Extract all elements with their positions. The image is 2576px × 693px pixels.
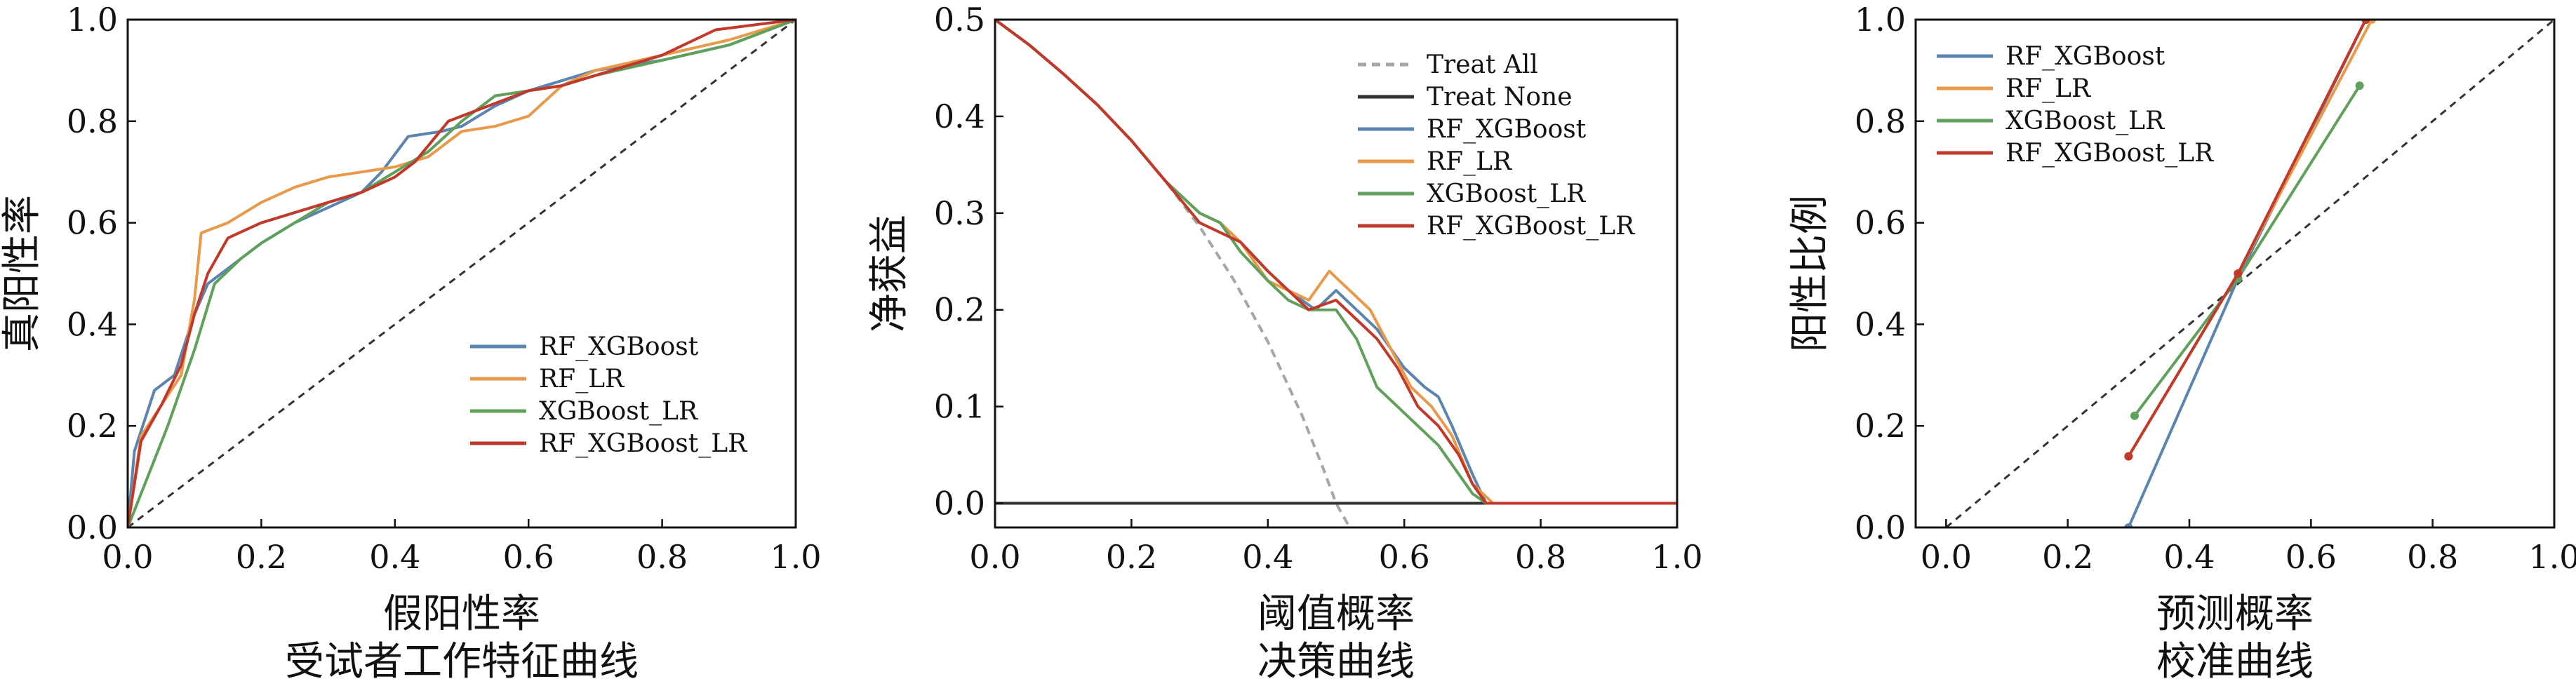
axes-frame	[1914, 18, 2556, 529]
legend-label: RF_LR	[539, 365, 625, 393]
y-tick-label: 0.2	[1855, 407, 1906, 445]
legend-label: Treat None	[1427, 83, 1573, 112]
x-tick-label: 0.2	[236, 538, 287, 576]
chart-caption: 受试者工作特征曲线	[285, 639, 639, 685]
calibration-chart: 0.0 0.2 0.4 0.6 0.8 1.0 0.0 0.2 0.4 0.6 0.8 1.0 预测概率…	[1787, 1, 2576, 685]
y-tick-label: 0.0	[1855, 509, 1906, 546]
x-tick-label: 0.6	[503, 538, 554, 576]
x-tick-label: 0.2	[1106, 538, 1157, 576]
y-tick-label: 0.2	[934, 291, 985, 329]
x-tick-label: 0.8	[636, 538, 688, 576]
x-tick-label: 0.8	[2407, 538, 2458, 576]
x-tick-label: 0.4	[2163, 538, 2215, 576]
x-tick-label: 0.6	[2285, 538, 2337, 576]
y-tick-label: 1.0	[67, 1, 118, 39]
legend-label: RF_LR	[2006, 74, 2091, 103]
y-tick-label: 0.2	[67, 407, 118, 445]
series-line-xgboost-lr	[2133, 85, 2361, 417]
x-tick-label: 0.8	[1515, 538, 1566, 576]
y-tick-label: 0.4	[934, 97, 985, 135]
y-tick-label: 0.3	[934, 194, 985, 232]
chart-caption: 校准曲线	[2156, 639, 2314, 685]
plot-area	[995, 20, 1677, 527]
chart-caption: 决策曲线	[1257, 639, 1415, 685]
y-tick-label: 0.8	[67, 102, 118, 140]
y-tick-label: 0.6	[67, 204, 118, 242]
x-tick-label: 0.0	[102, 538, 153, 576]
data-point	[2124, 452, 2133, 461]
plot-area	[1945, 20, 2554, 527]
plot-area	[128, 20, 796, 527]
legend-label: RF_XGBoost_LR	[539, 429, 747, 458]
x-tick-label: 1.0	[2528, 538, 2576, 576]
legend-label: RF_LR	[1427, 147, 1512, 176]
x-axis-label: 假阳性率	[383, 591, 540, 637]
x-tick-label: 0.4	[369, 538, 420, 576]
y-tick-label: 0.4	[1855, 305, 1906, 343]
x-tick-label: 0.4	[1242, 538, 1293, 576]
y-tick-label: 0.5	[934, 1, 985, 39]
x-tick-label: 0.2	[2042, 538, 2093, 576]
axes-frame	[994, 18, 1679, 529]
legend-label: Treat All	[1427, 51, 1538, 79]
x-axis-label: 阈值概率	[1257, 591, 1415, 637]
legend-label: RF_XGBoost	[1427, 115, 1587, 144]
decision-curve-chart: 0.0 0.2 0.4 0.6 0.8 1.0 0.0 0.1 0.2 0.3 0.4 0.5 阈值概率…	[867, 1, 1703, 685]
legend: RF_XGBoost RF_LR XGBoost_LR RF_XGBoost_LR	[1937, 42, 2214, 168]
series-line-rf-xgboost	[128, 20, 796, 527]
y-tick-label: 0.1	[934, 388, 985, 426]
y-tick-label: 0.0	[934, 485, 985, 523]
x-tick-label: 0.0	[969, 538, 1020, 576]
series-line-treat-all	[995, 20, 1352, 527]
legend-label: XGBoost_LR	[539, 397, 698, 426]
y-tick-label: 1.0	[1855, 1, 1906, 39]
legend-label: RF_XGBoost	[2006, 42, 2165, 71]
series-line-rf-lr	[995, 20, 1677, 505]
series-line-rf-lr	[2127, 20, 2373, 457]
y-tick-label: 0.0	[67, 509, 118, 546]
series-line-rf-xgboost	[995, 20, 1677, 505]
y-tick-label: 0.4	[67, 305, 118, 343]
legend: RF_XGBoost RF_LR XGBoost_LR RF_XGBoost_LR	[470, 332, 747, 458]
data-point	[2130, 411, 2139, 420]
x-tick-label: 0.6	[1379, 538, 1430, 576]
reference-diagonal-line	[128, 20, 796, 527]
roc-chart: 0.0 0.2 0.4 0.6 0.8 1.0 0.0 0.2 0.4 0.6 0.8 1.0 假阳性率…	[0, 1, 822, 685]
data-point	[2355, 81, 2364, 90]
legend-label: RF_XGBoost_LR	[2006, 139, 2214, 168]
legend-label: XGBoost_LR	[2006, 107, 2165, 135]
x-axis-label: 预测概率	[2156, 591, 2314, 637]
y-tick-label: 0.6	[1855, 204, 1906, 242]
y-axis-label: 阳性比例	[1787, 195, 1833, 352]
series-line-rf-xgboost-lr	[995, 20, 1677, 505]
legend-label: RF_XGBoost_LR	[1427, 212, 1635, 241]
series-line-rf-xgboost-lr	[128, 20, 796, 527]
legend: Treat All Treat None RF_XGBoost RF_LR XGBoos…	[1358, 51, 1635, 241]
series-line-xgboost-lr	[995, 20, 1677, 505]
x-tick-label: 0.0	[1921, 538, 1972, 576]
axes-frame	[126, 18, 797, 529]
series-line-rf-xgboost-lr	[2127, 20, 2368, 457]
reference-diagonal-line	[1945, 20, 2554, 527]
x-tick-label: 1.0	[1651, 538, 1702, 576]
legend-label: RF_XGBoost	[539, 332, 699, 361]
y-axis-label: 真阳性率	[0, 195, 45, 352]
x-tick-label: 1.0	[770, 538, 821, 576]
y-axis-label: 净获益	[867, 215, 912, 332]
legend-label: XGBoost_LR	[1427, 180, 1586, 208]
data-point	[2234, 269, 2243, 278]
y-tick-label: 0.8	[1855, 102, 1906, 140]
